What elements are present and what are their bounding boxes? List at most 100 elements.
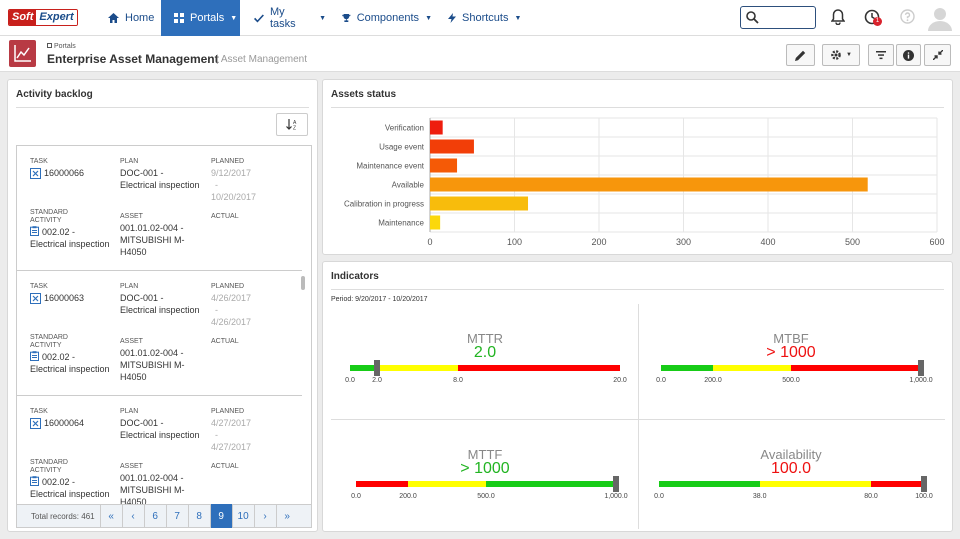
page-button[interactable]: 9 [209,504,232,528]
nav-components[interactable]: Components ▼ [342,0,432,36]
divider [331,107,944,108]
clock-notification[interactable]: 1 [864,9,884,29]
plan-value: DOC-001 - Electrical inspection [120,418,200,440]
nav-shortcuts[interactable]: Shortcuts ▼ [448,0,523,36]
indicator-gauge [659,481,924,487]
nav-home[interactable]: Home [108,0,160,36]
search-input[interactable] [740,6,816,29]
page-button[interactable]: 8 [187,504,210,528]
gauge-marker [921,476,927,492]
list-item[interactable]: TASK 16000063 PLAN DOC-001 - Electrical ins… [17,271,302,396]
avatar[interactable] [927,5,953,31]
task-value[interactable]: 16000063 [30,292,84,304]
task-icon [30,167,41,179]
x-tick-label: 200 [591,237,606,247]
asset-value: 001.01.02-004 - MITSUBISHI M-H4050 [120,348,185,382]
date-separator: - [215,180,218,190]
activity-text: 002.02 - Electrical inspection [30,352,110,374]
gear-icon [831,50,841,60]
gauge-segment [661,365,713,371]
activity-text: 002.02 - Electrical inspection [30,477,110,499]
breadcrumb-label: Portals [54,43,76,50]
edit-button[interactable] [786,44,815,66]
gauge-tick-label: 500.0 [782,377,800,384]
planned-label: PLANNED [211,158,245,165]
planned-start: 4/27/2017 [211,418,252,428]
bell-icon[interactable] [831,9,845,25]
planned-label: PLANNED [211,283,245,290]
y-tick-label: Maintenance [378,219,424,228]
plan-label: PLAN [120,158,139,165]
info-button[interactable] [896,44,921,66]
task-value[interactable]: 16000064 [30,417,84,429]
filter-button[interactable] [868,44,894,66]
collapse-button[interactable] [924,44,951,66]
nav-home-label: Home [125,12,155,24]
first-page-button[interactable]: « [99,504,122,528]
planned-start: 4/26/2017 [211,293,252,303]
page-button[interactable]: 6 [143,504,166,528]
nav-portals[interactable]: Portals ▼ [161,0,240,36]
bar[interactable] [430,139,474,154]
gauge-tick-label: 1,000.0 [604,493,628,500]
list-item[interactable]: TASK 16000066 PLAN DOC-001 - Electrical ins… [17,146,302,271]
nav-portals-label: Portals [190,12,225,24]
task-label: TASK [30,158,48,165]
backlog-list[interactable]: TASK 16000066 PLAN DOC-001 - Electrical ins… [16,145,312,505]
gauge-segment [408,481,486,487]
total-records: Total records: 461 [31,511,95,521]
gauge-segment [486,481,616,487]
panel-title: Activity backlog [16,89,93,100]
y-tick-label: Available [392,181,425,190]
last-page-button[interactable]: » [275,504,298,528]
gauge-tick-label: 0.0 [351,493,361,500]
gauge-tick-label: 2.0 [372,377,382,384]
softexpert-logo[interactable]: Soft Expert [8,9,78,26]
indicator-gauge [356,481,616,487]
bar[interactable] [430,120,443,135]
planned-end: 4/26/2017 [211,317,252,327]
page-button[interactable]: 10 [231,504,254,528]
sort-icon: AZ [286,119,297,131]
indicator-name: MTBF [773,331,809,346]
task-value[interactable]: 16000066 [30,167,84,179]
list-item[interactable]: TASK 16000064 PLAN DOC-001 - Electrical ins… [17,396,302,504]
scrollbar[interactable] [301,276,305,290]
pagination: Total records: 461 « ‹ 6 7 8 9 10 › » [16,504,312,528]
gauge-segment [759,481,871,487]
x-tick-label: 300 [676,237,691,247]
task-label: TASK [30,283,48,290]
next-page-button[interactable]: › [253,504,276,528]
x-tick-label: 400 [760,237,775,247]
bar[interactable] [430,215,441,230]
gauge-tick-label: 100.0 [915,493,933,500]
home-icon [108,13,119,23]
task-number: 16000064 [44,418,85,428]
prev-page-button[interactable]: ‹ [121,504,144,528]
gauge-tick-label: 8.0 [453,377,463,384]
x-tick-label: 0 [427,237,432,247]
page-subtitle: | Asset Management [216,54,307,65]
bar[interactable] [430,158,458,173]
indicator-name: MTTR [466,331,504,346]
gauge-tick-label: 200.0 [704,377,722,384]
bar[interactable] [430,177,868,192]
clipboard-icon [30,351,39,362]
settings-button[interactable]: ▼ [822,44,860,66]
bar[interactable] [430,196,529,211]
divider [331,419,945,420]
panel-title: Assets status [331,89,397,100]
page-button[interactable]: 7 [165,504,188,528]
breadcrumb[interactable]: Portals [47,43,76,50]
svg-text:Z: Z [293,126,296,131]
asset-label: ASSET [120,213,143,220]
assets-status-panel: Assets status 0 100 200 300 400 500 600 Verific… [322,79,953,255]
help-icon[interactable] [900,9,915,24]
nav-my-tasks[interactable]: My tasks ▼ [254,0,326,36]
nav-my-tasks-label: My tasks [269,6,296,30]
date-separator: - [215,430,218,440]
plan-label: PLAN [120,283,139,290]
period-label: Period: 9/20/2017 - 10/20/2017 [331,296,428,303]
task-icon [30,417,41,429]
